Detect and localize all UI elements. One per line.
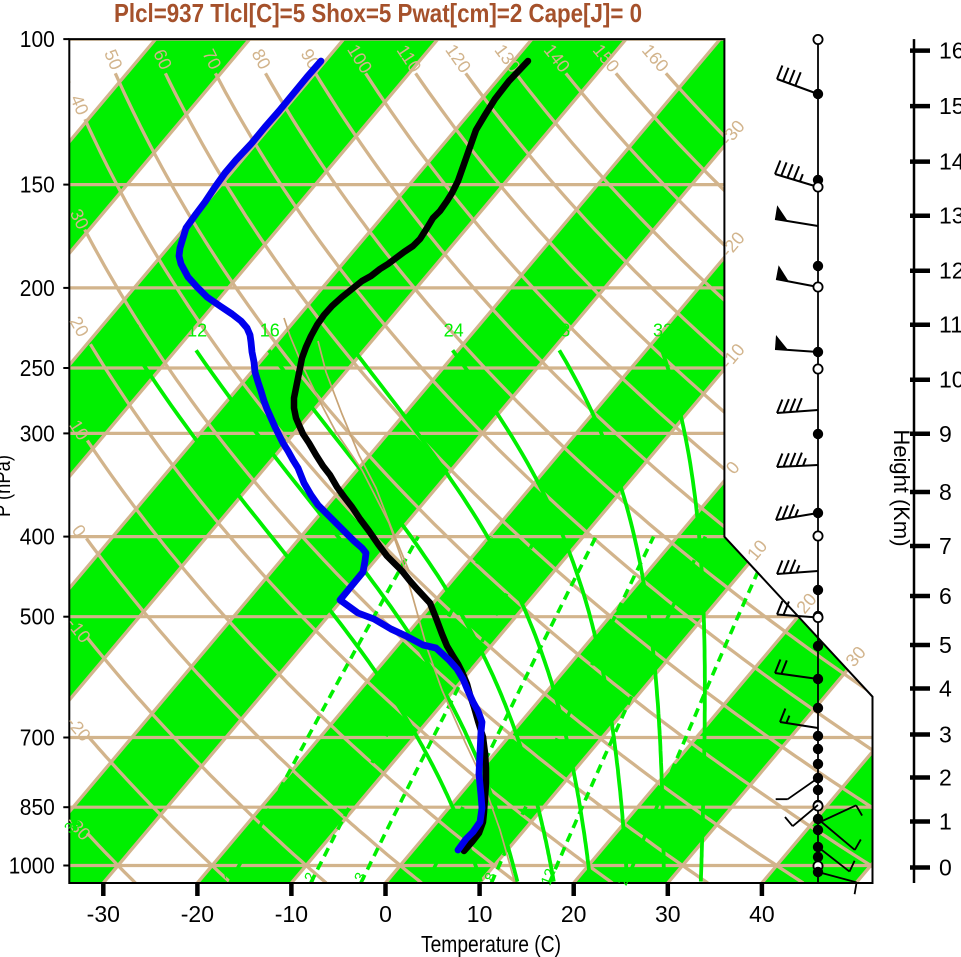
svg-text:150: 150 (20, 172, 55, 198)
svg-text:13: 13 (939, 203, 961, 229)
svg-text:8: 8 (130, 320, 140, 340)
svg-text:-20: -20 (181, 901, 214, 927)
svg-text:250: 250 (20, 355, 55, 381)
svg-text:16: 16 (260, 320, 280, 340)
svg-text:0: 0 (379, 901, 392, 927)
svg-text:-30: -30 (87, 901, 120, 927)
svg-text:20: 20 (345, 320, 365, 340)
svg-text:12: 12 (187, 320, 207, 340)
svg-text:P (hPa): P (hPa) (0, 455, 15, 517)
svg-text:1: 1 (939, 809, 952, 835)
svg-text:14: 14 (939, 149, 961, 175)
svg-text:12: 12 (939, 258, 961, 284)
svg-text:16: 16 (939, 38, 961, 64)
svg-text:3: 3 (939, 722, 952, 748)
svg-text:Height (Km): Height (Km) (889, 430, 914, 547)
svg-text:Plcl=937 Tlcl[C]=5 Shox=5 Pwat: Plcl=937 Tlcl[C]=5 Shox=5 Pwat[cm]=2 Cap… (114, 0, 642, 28)
svg-text:28: 28 (550, 320, 570, 340)
svg-text:32: 32 (653, 320, 673, 340)
svg-text:10: 10 (467, 901, 493, 927)
svg-text:24: 24 (444, 320, 464, 340)
svg-text:5: 5 (939, 632, 952, 658)
svg-text:20: 20 (614, 866, 636, 888)
svg-text:10: 10 (939, 367, 961, 393)
svg-text:30: 30 (655, 901, 681, 927)
svg-text:7: 7 (939, 533, 952, 559)
svg-text:8: 8 (939, 479, 952, 505)
svg-text:4: 4 (939, 676, 952, 702)
svg-text:0: 0 (939, 855, 952, 881)
svg-text:300: 300 (20, 420, 55, 446)
svg-text:-10: -10 (275, 901, 308, 927)
svg-text:9: 9 (939, 421, 952, 447)
svg-text:15: 15 (939, 93, 961, 119)
svg-text:Temperature (C): Temperature (C) (421, 931, 561, 957)
svg-text:200: 200 (20, 275, 55, 301)
svg-text:12: 12 (538, 866, 560, 888)
svg-text:40: 40 (749, 901, 775, 927)
svg-text:2: 2 (939, 765, 952, 791)
svg-text:20: 20 (561, 901, 587, 927)
svg-text:1000: 1000 (9, 853, 55, 879)
svg-text:100: 100 (20, 26, 55, 52)
svg-text:6: 6 (939, 583, 952, 609)
svg-text:700: 700 (20, 725, 55, 751)
svg-text:500: 500 (20, 604, 55, 630)
svg-text:400: 400 (20, 524, 55, 550)
svg-text:850: 850 (20, 794, 55, 820)
svg-text:11: 11 (939, 312, 961, 338)
